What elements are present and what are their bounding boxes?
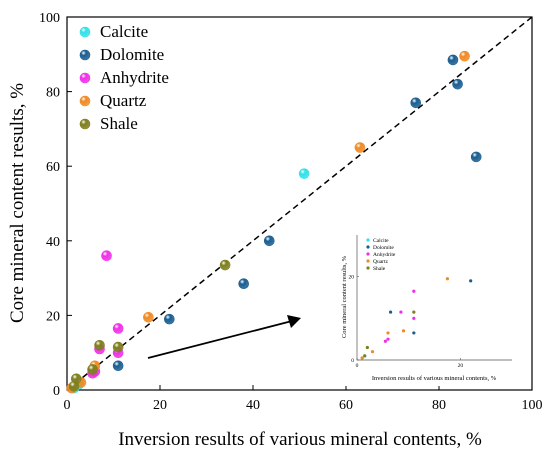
- y-axis-label: Core mineral content results, %: [7, 83, 28, 323]
- inset-point-quartz: [386, 331, 390, 335]
- legend-label-anhydrite: Anhydrite: [100, 68, 169, 87]
- y-tick-label: 80: [46, 86, 60, 101]
- legend-label-shale: Shale: [100, 114, 138, 133]
- point-shale: [112, 341, 124, 353]
- inset-x-tick-label: 0: [356, 363, 359, 369]
- point-quartz: [354, 142, 366, 153]
- legend-marker-anhydrite: [79, 72, 91, 84]
- point-shale: [94, 339, 105, 351]
- inset-point-dolomite: [388, 310, 393, 314]
- x-axis-label: Inversion results of various mineral con…: [118, 429, 482, 450]
- point-dolomite: [447, 54, 459, 66]
- x-tick-label: 80: [432, 398, 446, 413]
- inset-point-quartz: [401, 329, 406, 333]
- y-tick-label: 20: [46, 309, 60, 324]
- point-shale: [219, 259, 231, 271]
- x-tick-label: 100: [522, 398, 543, 413]
- inset-y-axis-label: Core mineral content results, %: [341, 255, 348, 338]
- inset-point-anhydrite: [399, 310, 403, 314]
- inset-legend-label-calcite: Calcite: [373, 238, 389, 244]
- legend-label-quartz: Quartz: [100, 91, 147, 110]
- legend-marker-quartz: [79, 95, 91, 107]
- y-tick-label: 60: [46, 160, 60, 175]
- legend-label-calcite: Calcite: [100, 22, 148, 41]
- point-dolomite: [238, 278, 249, 289]
- point-shale: [87, 364, 98, 375]
- y-axis-ticks: 0 20 40 60 80 100: [39, 11, 72, 399]
- inset-legend-label-quartz: Quartz: [373, 259, 389, 265]
- inset-y-tick-label: 0: [351, 358, 354, 364]
- y-tick-label: 40: [46, 235, 60, 250]
- pointer-arrow: [147, 320, 293, 359]
- inset-legend-marker-calcite: [366, 238, 370, 242]
- x-tick-label: 40: [246, 398, 260, 413]
- legend-label-dolomite: Dolomite: [100, 45, 164, 64]
- inset-point-quartz: [370, 350, 375, 354]
- inset-point-shale: [412, 310, 416, 314]
- y-tick-label: 100: [39, 11, 60, 26]
- inset-point-anhydrite: [412, 289, 416, 293]
- inset-point-dolomite: [412, 331, 416, 335]
- inset-point-anhydrite: [383, 339, 388, 343]
- inset-x-tick-label: 20: [458, 363, 464, 369]
- point-quartz: [143, 311, 154, 323]
- inset-legend-marker-shale: [366, 266, 370, 270]
- inset-point-shale: [365, 345, 369, 350]
- point-dolomite: [164, 313, 175, 325]
- point-dolomite: [112, 360, 124, 372]
- point-calcite: [298, 168, 310, 179]
- inset-x-axis-label: Inversion results of various mineral con…: [372, 375, 497, 382]
- inset-point-quartz: [445, 277, 450, 281]
- point-dolomite: [452, 78, 463, 90]
- point-anhydrite: [101, 250, 112, 262]
- point-anhydrite: [112, 323, 124, 334]
- x-tick-label: 60: [339, 398, 353, 413]
- pointer-arrowhead: [287, 315, 301, 328]
- legend-marker-dolomite: [79, 49, 91, 61]
- y-tick-label: 0: [53, 384, 60, 399]
- point-dolomite: [470, 151, 482, 163]
- x-axis-ticks: 0 20 40 60 80 100: [64, 385, 543, 413]
- inset-point-shale: [363, 354, 367, 358]
- legend-marker-shale: [79, 118, 91, 130]
- legend-marker-calcite: [79, 26, 91, 38]
- inset-legend-label-dolomite: Dolomite: [373, 245, 394, 251]
- x-tick-label: 20: [153, 398, 167, 413]
- inset-point-quartz: [360, 356, 364, 360]
- inset-chart: 0 20 0 20 Inversion results of various miner…: [322, 228, 526, 386]
- inset-legend-marker-dolomite: [366, 245, 370, 249]
- inset-y-tick-label: 20: [349, 275, 355, 281]
- point-dolomite: [410, 97, 422, 109]
- data-points: [66, 50, 482, 394]
- inset-legend-marker-quartz: [366, 259, 370, 263]
- inset-point-anhydrite: [412, 316, 416, 320]
- inset-point-dolomite: [469, 279, 473, 283]
- inset-legend-label-shale: Shale: [373, 266, 386, 272]
- inset-point-anhydrite: [386, 337, 390, 341]
- point-quartz: [459, 50, 470, 62]
- legend: Calcite Dolomite Anhydrite Quartz Shale: [79, 22, 169, 133]
- plot-frame: [66, 16, 533, 391]
- point-dolomite: [263, 235, 275, 247]
- inset-legend-label-anhydrite: Anhydrite: [373, 252, 396, 258]
- point-shale: [68, 380, 80, 392]
- inset-legend-marker-anhydrite: [366, 252, 370, 256]
- x-tick-label: 0: [64, 398, 71, 413]
